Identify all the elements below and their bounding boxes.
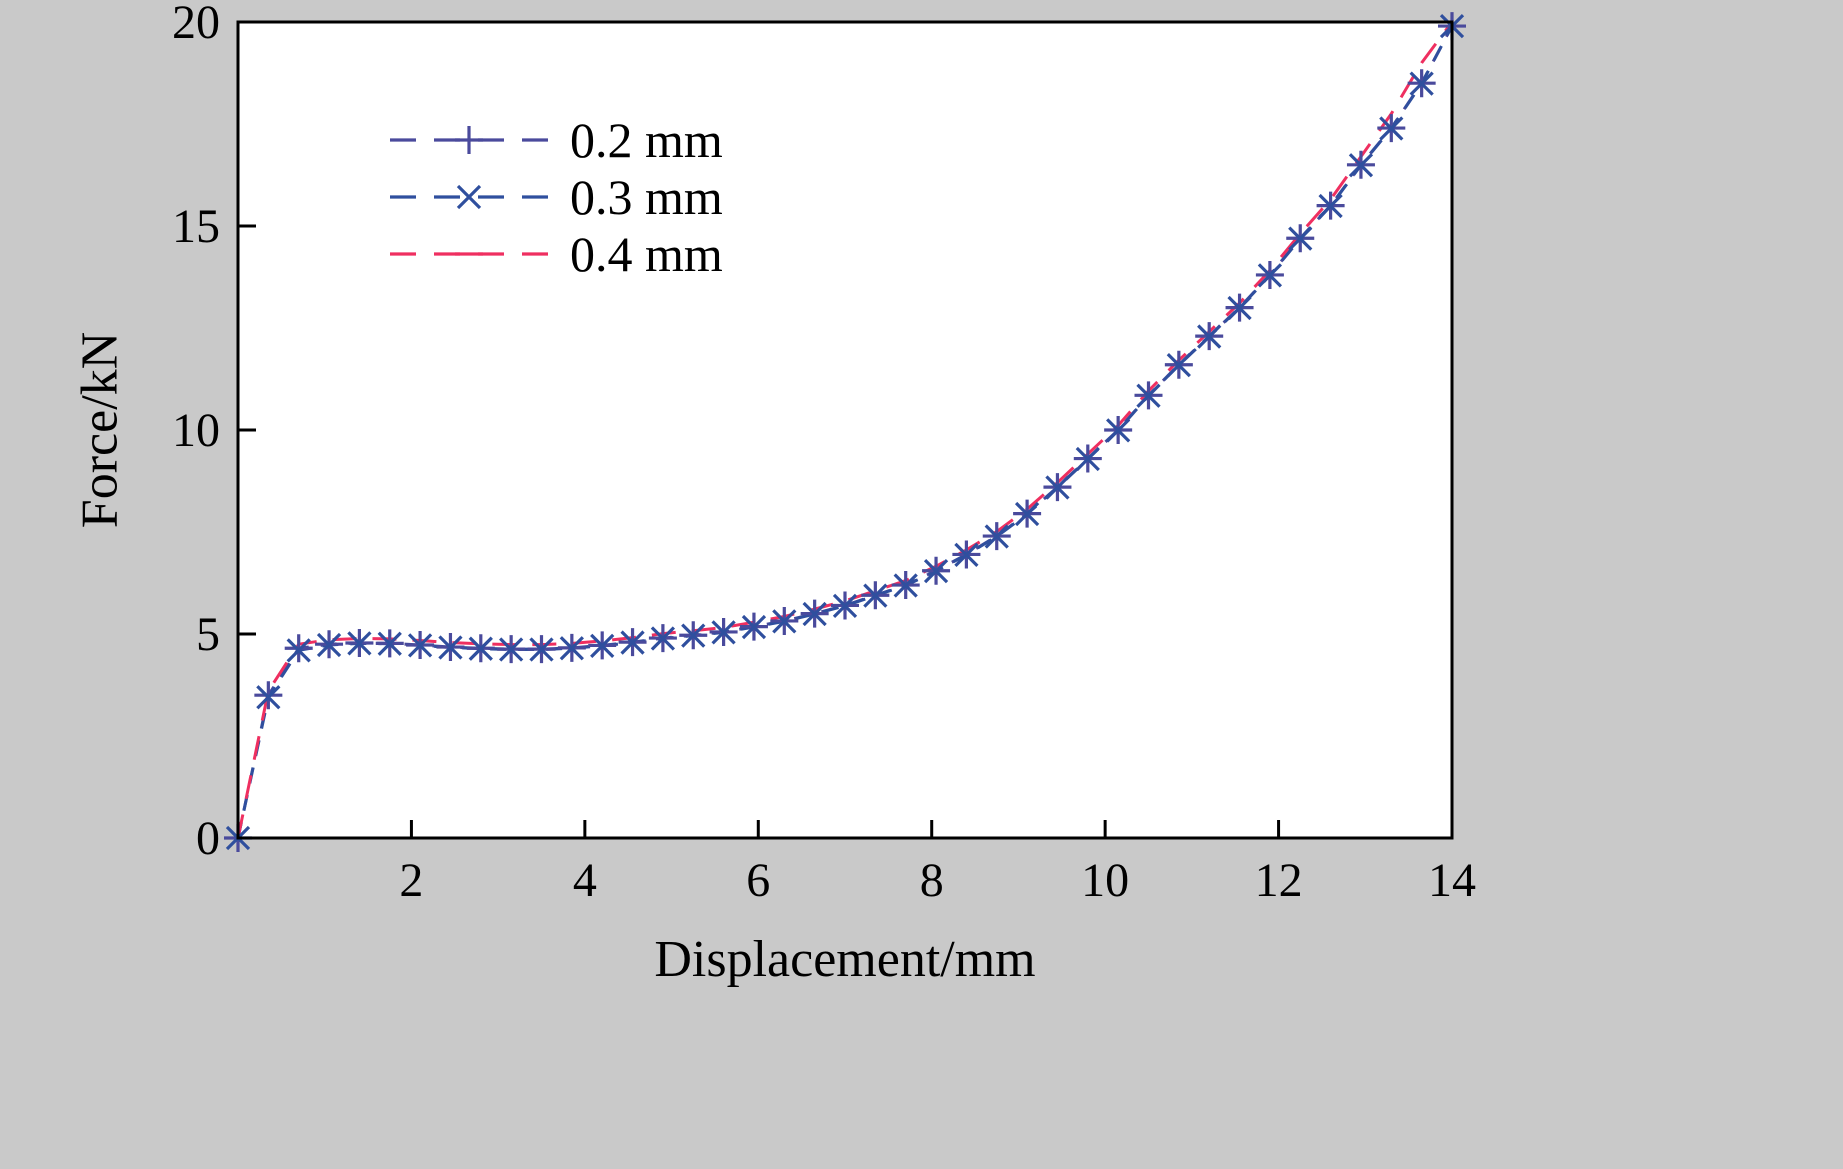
legend-label: 0.3 mm: [570, 169, 723, 225]
y-tick-label: 10: [172, 404, 220, 457]
y-tick-label: 5: [196, 608, 220, 661]
x-tick-label: 12: [1255, 854, 1303, 907]
x-tick-label: 4: [573, 854, 597, 907]
x-axis-label: Displacement/mm: [654, 931, 1036, 988]
y-tick-label: 15: [172, 200, 220, 253]
legend-label: 0.2 mm: [570, 112, 723, 168]
legend-sample-marker: [456, 184, 482, 210]
x-tick-label: 8: [920, 854, 944, 907]
plot-frame: [236, 20, 1454, 840]
x-tick-label: 6: [746, 854, 770, 907]
y-tick-label: 20: [172, 0, 220, 49]
x-tick-label: 2: [399, 854, 423, 907]
legend-label: 0.4 mm: [570, 226, 723, 282]
y-axis-label: Force/kN: [71, 331, 129, 529]
x-tick-label: 14: [1428, 854, 1476, 907]
y-tick-label: 0: [196, 812, 220, 865]
legend-sample-marker: [455, 126, 483, 154]
x-tick-label: 10: [1081, 854, 1129, 907]
plot-area: [238, 22, 1452, 838]
